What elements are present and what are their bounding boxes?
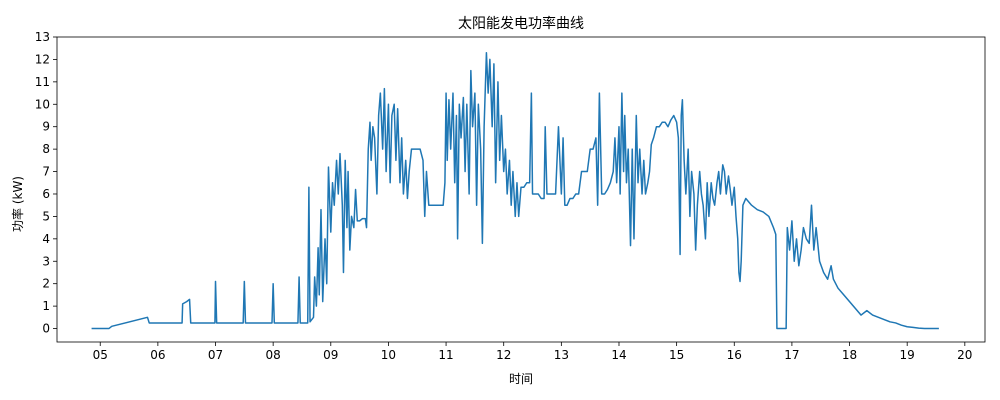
x-tick-label: 08 [266, 348, 281, 362]
y-tick-label: 3 [42, 254, 50, 268]
series-line-power [91, 51, 939, 330]
x-tick-label: 17 [784, 348, 799, 362]
x-tick-label: 11 [438, 348, 453, 362]
x-tick-label: 05 [93, 348, 108, 362]
y-tick-label: 13 [35, 30, 50, 44]
y-axis-label: 功率 (kW) [10, 176, 25, 232]
y-tick-label: 2 [42, 277, 50, 291]
y-tick-label: 8 [42, 142, 50, 156]
chart-title: 太阳能发电功率曲线 [458, 15, 584, 32]
plot-area: 05 06 07 08 09 10 11 12 13 14 15 16 17 18 19 2001234567… [35, 30, 986, 362]
x-tick-label: 20 [957, 348, 972, 362]
y-tick-label: 4 [42, 232, 50, 246]
x-tick-label: 18 [842, 348, 857, 362]
y-tick-label: 7 [42, 165, 50, 179]
x-tick-label: 10 [381, 348, 396, 362]
x-tick-label: 14 [611, 348, 626, 362]
x-tick-label: 09 [323, 348, 338, 362]
y-tick-label: 6 [42, 187, 50, 201]
y-tick-label: 10 [35, 97, 50, 111]
x-tick-label: 15 [669, 348, 684, 362]
x-tick-label: 16 [727, 348, 742, 362]
x-tick-label: 12 [496, 348, 511, 362]
plot-frame [56, 36, 986, 343]
x-axis-label: 时间 [509, 372, 533, 386]
y-tick-label: 1 [42, 299, 50, 313]
y-tick-label: 12 [35, 52, 50, 66]
y-tick-label: 0 [42, 322, 50, 336]
x-tick-label: 06 [150, 348, 165, 362]
x-tick-label: 19 [900, 348, 915, 362]
y-tick-label: 11 [35, 75, 50, 89]
x-tick-label: 13 [554, 348, 569, 362]
y-tick-label: 5 [42, 209, 50, 223]
x-tick-label: 07 [208, 348, 223, 362]
y-tick-label: 9 [42, 120, 50, 134]
